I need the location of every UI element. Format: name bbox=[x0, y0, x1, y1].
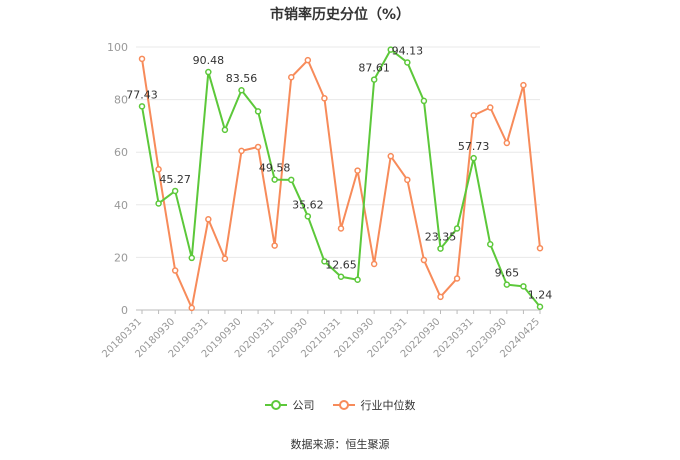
data-point-company bbox=[404, 59, 411, 66]
data-point-industry bbox=[254, 143, 262, 151]
data-label: 35.62 bbox=[292, 198, 324, 211]
y-tick-label: 40 bbox=[114, 199, 128, 212]
data-point-industry bbox=[288, 73, 295, 81]
data-point-industry bbox=[387, 152, 394, 160]
data-point-company bbox=[503, 281, 511, 288]
data-label: 9.65 bbox=[495, 267, 520, 280]
data-point-industry bbox=[487, 104, 494, 111]
data-point-company bbox=[188, 254, 195, 262]
chart-title: 市销率历史分位（%） bbox=[269, 7, 411, 23]
data-point-industry bbox=[536, 244, 544, 252]
data-point-industry bbox=[337, 225, 345, 232]
data-point-company bbox=[138, 103, 146, 110]
data-point-industry bbox=[437, 293, 444, 301]
data-point-industry bbox=[404, 176, 411, 184]
data-label: 94.13 bbox=[392, 44, 424, 57]
data-point-industry bbox=[238, 147, 245, 155]
data-point-company bbox=[155, 200, 162, 207]
data-point-industry bbox=[354, 167, 361, 174]
industry-legend-icon bbox=[332, 400, 355, 410]
data-label: 45.27 bbox=[159, 173, 191, 186]
data-point-company bbox=[205, 68, 212, 76]
y-tick-label: 80 bbox=[114, 94, 128, 107]
data-label: 57.73 bbox=[458, 140, 490, 153]
data-point-industry bbox=[138, 55, 146, 63]
data-point-industry bbox=[520, 81, 527, 89]
data-point-industry bbox=[171, 267, 179, 274]
data-point-company bbox=[470, 154, 477, 162]
data-point-industry bbox=[420, 256, 428, 264]
data-point-company bbox=[536, 303, 544, 310]
series-layer bbox=[138, 46, 544, 312]
y-tick-label: 0 bbox=[121, 304, 128, 317]
data-label: 1.24 bbox=[528, 289, 553, 302]
data-point-company bbox=[304, 213, 312, 220]
data-point-company bbox=[520, 283, 527, 290]
legend-label-company: 公司 bbox=[292, 399, 315, 412]
data-point-company bbox=[370, 76, 378, 83]
data-point-industry bbox=[470, 112, 477, 119]
data-label: 12.65 bbox=[325, 259, 357, 272]
data-point-company bbox=[437, 245, 444, 252]
data-point-company bbox=[354, 276, 361, 284]
data-point-industry bbox=[304, 56, 312, 64]
legend-item-company[interactable]: 公司 bbox=[264, 397, 315, 413]
data-label: 49.58 bbox=[259, 162, 291, 175]
data-point-industry bbox=[321, 95, 328, 102]
data-point-company bbox=[321, 258, 328, 265]
data-label: 90.48 bbox=[193, 54, 225, 67]
data-point-company bbox=[271, 176, 278, 183]
data-point-company bbox=[420, 97, 428, 105]
legend-item-industry[interactable]: 行业中位数 bbox=[332, 397, 416, 413]
data-label: 87.61 bbox=[358, 62, 390, 75]
y-tick-label: 60 bbox=[114, 146, 128, 159]
data-label: 23.35 bbox=[425, 231, 457, 244]
data-point-company bbox=[171, 187, 179, 195]
data-point-company bbox=[288, 176, 295, 184]
data-point-industry bbox=[221, 255, 229, 262]
data-point-industry bbox=[205, 216, 212, 223]
data-label: 83.56 bbox=[226, 72, 258, 85]
company-legend-icon bbox=[264, 400, 287, 410]
legend-label-industry: 行业中位数 bbox=[360, 399, 416, 412]
data-source: 数据来源：恒生聚源 bbox=[290, 438, 390, 451]
y-tick-label: 20 bbox=[114, 251, 128, 264]
data-point-industry bbox=[370, 260, 378, 268]
data-point-company bbox=[238, 86, 245, 94]
legend: 公司 行业中位数 bbox=[0, 397, 680, 413]
data-label: 77.43 bbox=[126, 88, 158, 101]
data-point-company bbox=[254, 108, 262, 115]
data-point-industry bbox=[188, 304, 195, 312]
data-point-company bbox=[387, 46, 394, 53]
data-point-industry bbox=[271, 242, 278, 249]
y-tick-label: 100 bbox=[107, 41, 128, 54]
data-point-industry bbox=[453, 275, 461, 282]
data-point-industry bbox=[503, 139, 511, 147]
data-point-company bbox=[221, 126, 229, 134]
data-point-company bbox=[487, 241, 494, 248]
data-point-company bbox=[337, 273, 345, 280]
data-point-industry bbox=[155, 166, 162, 173]
data-point-company bbox=[453, 225, 461, 232]
